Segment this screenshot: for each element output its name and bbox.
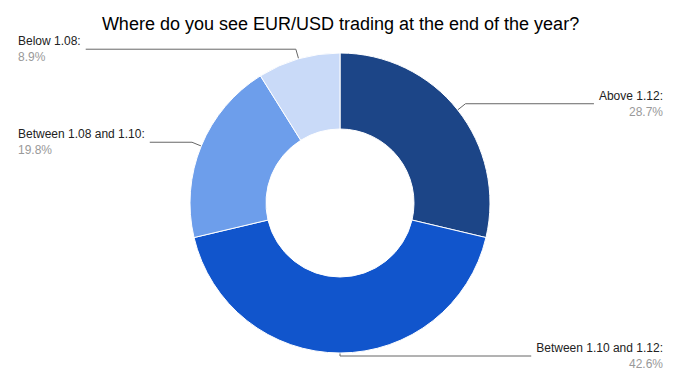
svg-text:28.7%: 28.7% xyxy=(629,105,663,119)
svg-text:42.6%: 42.6% xyxy=(629,357,663,371)
svg-text:Between 1.08 and 1.10:: Between 1.08 and 1.10: xyxy=(18,127,145,141)
svg-text:Where do you see EUR/USD tradi: Where do you see EUR/USD trading at the … xyxy=(102,14,579,34)
svg-text:Between 1.10 and 1.12:: Between 1.10 and 1.12: xyxy=(536,341,663,355)
svg-text:Below 1.08:: Below 1.08: xyxy=(18,34,81,48)
svg-text:8.9%: 8.9% xyxy=(18,50,46,64)
svg-text:19.8%: 19.8% xyxy=(18,143,52,157)
svg-text:Above 1.12:: Above 1.12: xyxy=(599,89,663,103)
